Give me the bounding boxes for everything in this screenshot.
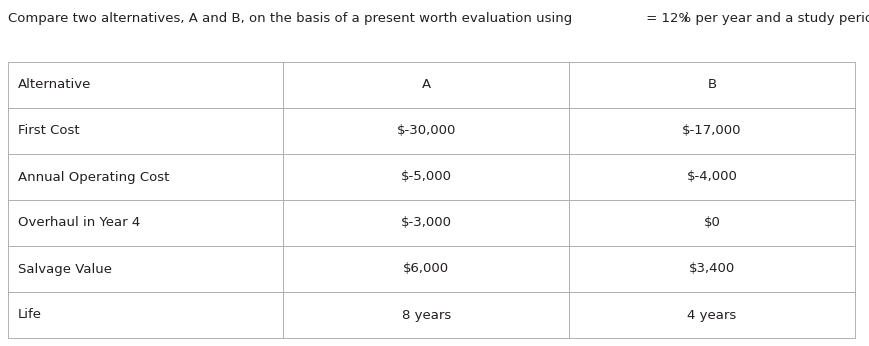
Text: $-4,000: $-4,000 (687, 171, 738, 183)
Text: i: i (683, 12, 687, 25)
Text: A: A (421, 79, 431, 91)
Text: First Cost: First Cost (18, 125, 80, 137)
Text: = 12% per year and a study period of 8 years.: = 12% per year and a study period of 8 y… (642, 12, 869, 25)
Text: 8 years: 8 years (401, 309, 451, 321)
Text: $0: $0 (704, 217, 720, 229)
Text: Compare two alternatives, A and B, on the basis of a present worth evaluation us: Compare two alternatives, A and B, on th… (8, 12, 576, 25)
Text: $-30,000: $-30,000 (396, 125, 456, 137)
Text: B: B (707, 79, 717, 91)
Text: $-5,000: $-5,000 (401, 171, 452, 183)
Text: 4 years: 4 years (687, 309, 737, 321)
Text: Overhaul in Year 4: Overhaul in Year 4 (18, 217, 140, 229)
Text: Alternative: Alternative (18, 79, 91, 91)
Text: Annual Operating Cost: Annual Operating Cost (18, 171, 169, 183)
Text: $-17,000: $-17,000 (682, 125, 742, 137)
Bar (8, 62, 855, 338)
Text: $3,400: $3,400 (689, 263, 735, 275)
Text: $-3,000: $-3,000 (401, 217, 452, 229)
Text: Salvage Value: Salvage Value (18, 263, 112, 275)
Text: Life: Life (18, 309, 42, 321)
Text: $6,000: $6,000 (403, 263, 449, 275)
